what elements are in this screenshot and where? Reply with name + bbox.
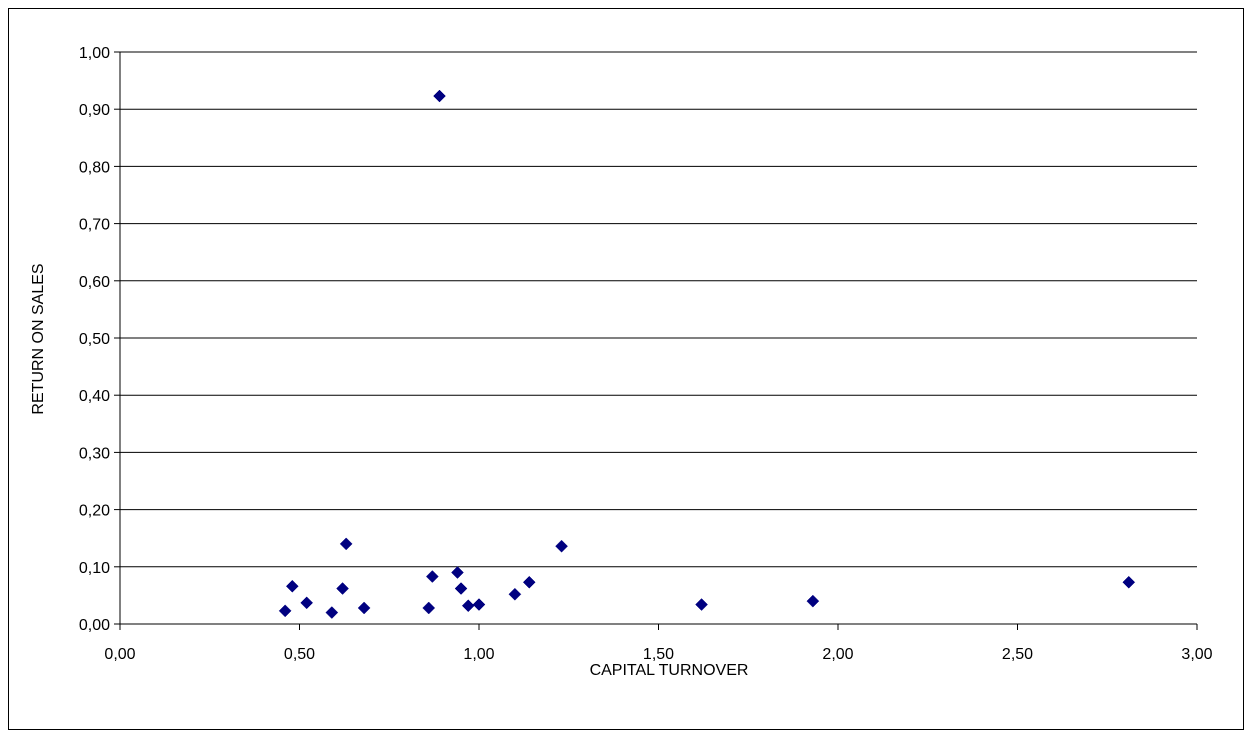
x-tick-labels: 0,00 0,50 1,00 1,50 2,00 2,50 3,00	[104, 646, 1212, 663]
y-tick-label: 0,10	[79, 560, 110, 577]
x-tick-label: 0,00	[104, 646, 135, 663]
data-point	[422, 601, 436, 615]
x-tick-label: 0,50	[284, 646, 315, 663]
data-point	[806, 594, 820, 608]
y-tick-label: 0,90	[79, 102, 110, 119]
y-axis-title: RETURN ON SALES	[30, 263, 47, 414]
x-tick-label: 2,00	[822, 646, 853, 663]
data-point	[454, 582, 468, 595]
x-tick-label: 2,50	[1002, 646, 1033, 663]
data-point	[339, 537, 353, 551]
axes	[114, 51, 1198, 630]
y-tick-label: 1,00	[79, 45, 110, 62]
data-point	[278, 604, 292, 618]
gridlines	[120, 51, 1197, 568]
data-point	[336, 582, 349, 595]
data-point	[695, 598, 708, 611]
y-tick-label: 0,50	[79, 331, 110, 348]
data-point	[472, 598, 486, 611]
data-point	[300, 596, 314, 610]
y-tick-labels: 0,00 0,10 0,20 0,30 0,40 0,50 0,60 0,70 0,80 0,90…	[79, 45, 110, 634]
data-point	[285, 579, 299, 593]
x-tick-label: 1,50	[643, 646, 674, 663]
chart-frame	[8, 8, 1244, 730]
y-tick-label: 0,70	[79, 217, 110, 234]
data-point	[555, 539, 568, 553]
x-tick-label: 3,00	[1181, 646, 1212, 663]
data-point	[508, 587, 522, 601]
data-point	[425, 570, 439, 583]
data-point	[433, 89, 446, 103]
data-point	[1122, 575, 1136, 589]
data-point	[461, 599, 475, 613]
y-tick-label: 0,30	[79, 445, 110, 462]
y-tick-label: 0,40	[79, 388, 110, 405]
y-tick-label: 0,00	[79, 617, 110, 634]
data-point	[357, 601, 371, 615]
y-tick-label: 0,20	[79, 503, 110, 520]
x-tick-label: 1,00	[463, 646, 494, 663]
data-point	[522, 575, 536, 589]
y-tick-label: 0,80	[79, 159, 110, 176]
data-point	[451, 566, 464, 579]
data-point	[325, 606, 339, 619]
data-points	[278, 89, 1136, 619]
x-axis-title: CAPITAL TURNOVER	[590, 662, 749, 679]
y-tick-label: 0,60	[79, 274, 110, 291]
